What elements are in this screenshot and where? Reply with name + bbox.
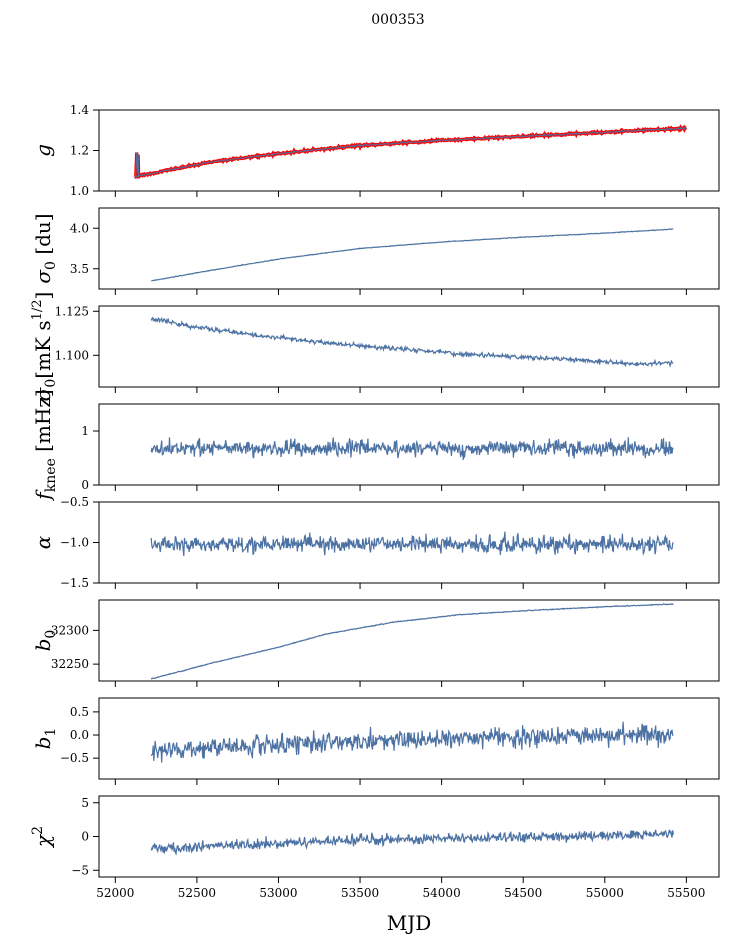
panel-5-ylabel: α (31, 535, 55, 549)
panel-5-series-line (150, 531, 674, 556)
panel-3-ytick-label: 1.125 (55, 304, 89, 318)
panel-1-highlight-line (134, 124, 688, 179)
panel-1: 1.0 1.2 1.4 g (31, 103, 720, 198)
panel-4-ytick-label: 0 (81, 478, 89, 492)
panel-3-frame (98, 305, 720, 388)
panel-3-ylabel: σ0[mK s1/2] (30, 292, 59, 402)
panel-6-frame (98, 599, 720, 682)
panel-8-ytick-label: 0 (81, 830, 89, 844)
panel-5-ytick-label: −1.0 (60, 536, 89, 550)
panel-2-ytick-label: 3.5 (70, 262, 89, 276)
panel-7-frame (98, 697, 720, 780)
xtick-label: 54000 (423, 886, 461, 900)
panel-6-ytick-label: 32300 (51, 623, 89, 637)
panel-4: 0 1 fknee [mHz] (31, 389, 720, 502)
xtick-label: 55500 (667, 886, 705, 900)
panel-6-series-line (150, 603, 674, 680)
panel-4-ytick-label: 1 (81, 424, 89, 438)
x-axis-label: MJD (387, 911, 432, 935)
panel-7-ylabel: b1 (31, 728, 59, 750)
panel-2-frame (98, 207, 720, 290)
xtick-label: 52500 (178, 886, 216, 900)
panel-1-ytick-label: 1.2 (70, 144, 89, 158)
panel-1-series-line (134, 126, 687, 178)
panel-1-frame (98, 109, 720, 192)
panel-5: −1.5 −1.0 −0.5 α (31, 495, 720, 590)
panel-4-series-line (150, 437, 674, 461)
panel-1-ytick-label: 1.0 (70, 184, 89, 198)
panel-7-ytick-label: 0.0 (70, 728, 89, 742)
panel-7: −0.5 0.0 0.5 b1 (31, 697, 720, 785)
figure-title: 000353 (371, 12, 424, 28)
panel-2-ylabel: σ0 [du] (31, 213, 59, 283)
panel-7-ytick-label: 0.5 (70, 705, 89, 719)
panel-5-ytick-label: −1.5 (60, 576, 89, 590)
panel-6-ylabel: b0 (31, 630, 59, 652)
panel-1-ytick-label: 1.4 (70, 103, 89, 117)
panel-7-ytick-label: −0.5 (60, 751, 89, 765)
xtick-label: 54500 (504, 886, 542, 900)
panel-6-ytick-label: 32250 (51, 657, 89, 671)
panel-4-ylabel: fknee [mHz] (31, 389, 59, 501)
panel-8-ytick-label: −5 (71, 863, 89, 877)
panel-7-series-line (150, 721, 674, 763)
panel-2: 3.5 4.0 σ0 [du] (31, 207, 720, 295)
xtick-label: 52000 (96, 886, 134, 900)
panel-8-ytick-label: 5 (81, 796, 89, 810)
panel-2-series-line (151, 228, 674, 282)
panel-3-ytick-label: 1.100 (55, 348, 89, 362)
panel-3-series-line (150, 316, 674, 368)
panel-5-ytick-label: −0.5 (60, 495, 89, 509)
xtick-label: 53500 (341, 886, 379, 900)
xtick-label: 55000 (586, 886, 624, 900)
panel-8: −5 0 5 52000 52500 53000 53500 54000 54500 55000 5… (30, 795, 720, 900)
panel-8-series-line (150, 829, 674, 856)
panel-2-ytick-label: 4.0 (70, 221, 89, 235)
panel-8-ylabel: χ2 (30, 826, 55, 849)
xtick-label: 53000 (259, 886, 297, 900)
panel-1-ylabel: g (31, 144, 55, 157)
panel-4-frame (98, 403, 720, 486)
